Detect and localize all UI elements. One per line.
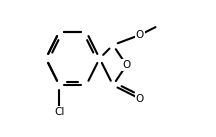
- Text: Cl: Cl: [54, 107, 65, 117]
- Text: O: O: [122, 60, 131, 70]
- Text: O: O: [136, 94, 144, 104]
- Text: O: O: [136, 30, 144, 40]
